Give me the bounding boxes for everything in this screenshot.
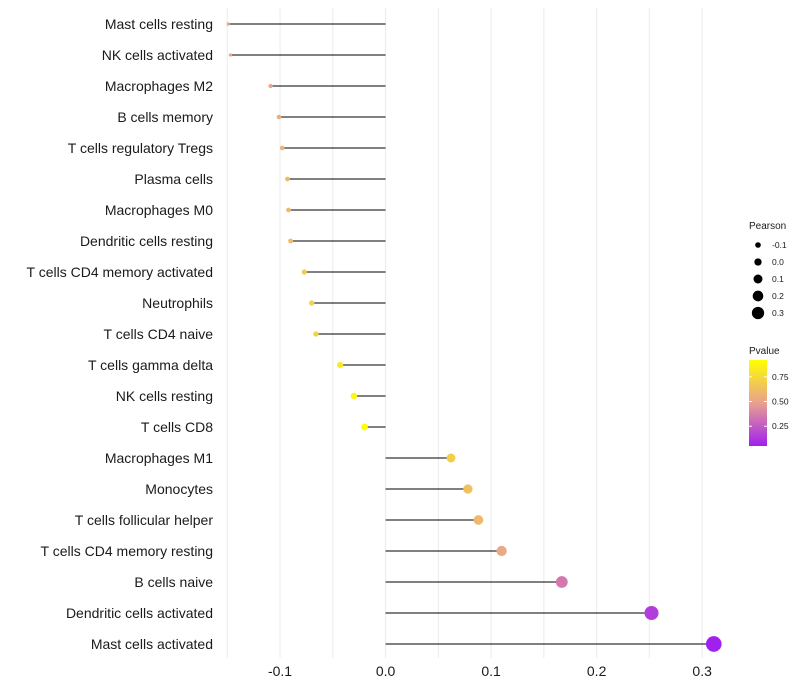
- category-label: Neutrophils: [142, 295, 213, 311]
- lollipop-point: [463, 484, 473, 494]
- lollipop-point: [496, 545, 507, 557]
- point-layer: [226, 22, 722, 652]
- lollipop-point: [705, 636, 722, 652]
- x-tick-label: 0.0: [376, 663, 396, 679]
- size-legend-key: [752, 290, 764, 302]
- category-label: T cells CD4 naive: [104, 326, 214, 342]
- size-legend-label: 0.1: [772, 274, 784, 284]
- size-legend-label: 0.2: [772, 291, 784, 301]
- size-legend-key: [754, 258, 762, 266]
- color-legend-label: 0.75: [772, 372, 789, 382]
- category-label: B cells naive: [134, 574, 213, 590]
- category-label: T cells CD4 memory resting: [41, 543, 213, 559]
- lollipop-point: [446, 453, 456, 463]
- x-tick-label: 0.1: [481, 663, 501, 679]
- x-tick-label: 0.3: [692, 663, 712, 679]
- lollipop-point: [288, 238, 294, 244]
- category-label: Mast cells resting: [105, 16, 213, 32]
- lollipop-point: [276, 114, 282, 120]
- size-legend-key: [753, 274, 763, 284]
- category-label: T cells follicular helper: [75, 512, 214, 528]
- lollipop-point: [268, 83, 273, 89]
- size-legend-label: -0.1: [772, 240, 787, 250]
- size-legend-key: [755, 242, 761, 248]
- lollipop-point: [301, 269, 307, 275]
- category-label: T cells CD8: [141, 419, 213, 435]
- lollipop-point: [350, 392, 358, 400]
- stick-layer: [228, 23, 714, 645]
- x-tick-label: 0.2: [587, 663, 607, 679]
- category-label: Plasma cells: [134, 171, 213, 187]
- size-legend-label: 0.3: [772, 308, 784, 318]
- grid-layer: [226, 8, 703, 658]
- lollipop-point: [286, 207, 291, 213]
- lollipop-point: [473, 515, 484, 525]
- category-label: NK cells resting: [116, 388, 213, 404]
- category-label: Dendritic cells resting: [80, 233, 213, 249]
- x-axis-ticks: -0.1 0.0 0.1 0.2 0.3: [268, 663, 712, 679]
- size-legend: Pearson -0.1 0.0 0.1 0.2 0.3: [749, 221, 787, 320]
- category-label: Dendritic cells activated: [66, 605, 213, 621]
- category-label: T cells CD4 memory activated: [27, 264, 213, 280]
- color-legend: Pvalue 0.75 0.50 0.25: [749, 346, 789, 446]
- lollipop-point: [285, 176, 290, 182]
- category-label: NK cells activated: [102, 47, 213, 63]
- lollipop-point: [361, 423, 368, 431]
- colorbar: [749, 360, 767, 446]
- color-legend-label: 0.50: [772, 397, 789, 407]
- category-label: B cells memory: [117, 109, 213, 125]
- category-label: Macrophages M2: [105, 78, 213, 94]
- lollipop-point: [309, 300, 315, 306]
- size-legend-label: 0.0: [772, 257, 784, 267]
- category-label: Mast cells activated: [91, 636, 213, 652]
- category-label: Macrophages M1: [105, 450, 213, 466]
- category-label: Monocytes: [145, 481, 213, 497]
- category-label: T cells gamma delta: [88, 357, 213, 373]
- color-legend-label: 0.25: [772, 421, 789, 431]
- category-label: Macrophages M0: [105, 202, 213, 218]
- lollipop-point: [337, 361, 344, 369]
- size-legend-key: [751, 306, 765, 320]
- lollipop-point: [226, 22, 230, 26]
- x-tick-label: -0.1: [268, 663, 292, 679]
- lollipop-point: [313, 331, 319, 337]
- lollipop-point: [228, 53, 233, 57]
- category-labels: Mast cells resting NK cells activated Macr…: [27, 16, 214, 652]
- size-legend-title: Pearson: [749, 221, 786, 232]
- lollipop-point: [644, 605, 659, 621]
- lollipop-point: [279, 145, 285, 151]
- lollipop-point: [555, 576, 568, 588]
- color-legend-title: Pvalue: [749, 346, 780, 357]
- category-label: T cells regulatory Tregs: [68, 140, 213, 156]
